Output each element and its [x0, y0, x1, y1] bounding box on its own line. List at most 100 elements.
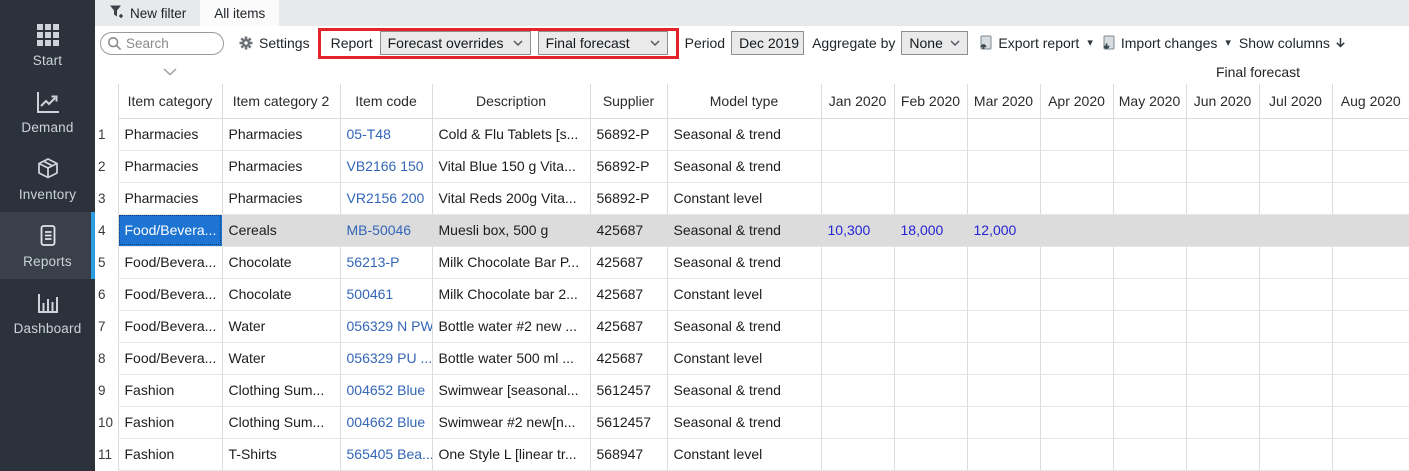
cell-item-category-2[interactable]: Clothing Sum...: [221, 374, 340, 407]
cell-item-code-link[interactable]: 004652 Blue: [339, 374, 432, 407]
cell-month-value[interactable]: [1039, 310, 1113, 343]
cell-month-value[interactable]: 18,000: [893, 214, 967, 247]
row-number[interactable]: 1: [98, 126, 106, 142]
cell-model-type[interactable]: Seasonal & trend: [666, 214, 821, 247]
cell-month-value[interactable]: [1039, 150, 1113, 183]
cell-month-value[interactable]: [893, 246, 967, 279]
column-header-description[interactable]: Description: [431, 84, 590, 119]
cell-month-value[interactable]: [893, 310, 967, 343]
cell-item-code-link[interactable]: VB2166 150: [339, 150, 432, 183]
cell-month-value[interactable]: [1258, 342, 1332, 375]
cell-item-code-link[interactable]: 056329 PU ...: [339, 342, 432, 375]
cell-month-value[interactable]: [1039, 214, 1113, 247]
cell-month-value[interactable]: [1039, 182, 1113, 215]
cell-item-category[interactable]: Food/Bevera...: [117, 246, 222, 279]
cell-item-category-2[interactable]: Chocolate: [221, 278, 340, 311]
cell-month-value[interactable]: [893, 342, 967, 375]
cell-month-value[interactable]: [1185, 278, 1259, 311]
cell-supplier[interactable]: 56892-P: [589, 150, 667, 183]
cell-month-value[interactable]: [1258, 406, 1332, 439]
cell-description[interactable]: One Style L [linear tr...: [431, 438, 590, 471]
row-number[interactable]: 9: [98, 382, 106, 398]
cell-month-value[interactable]: [1185, 406, 1259, 439]
cell-month-value[interactable]: [966, 438, 1040, 471]
cell-month-value[interactable]: [1258, 374, 1332, 407]
cell-month-value[interactable]: [1185, 310, 1259, 343]
cell-supplier[interactable]: 425687: [589, 214, 667, 247]
cell-month-value[interactable]: [820, 374, 894, 407]
column-header-supplier[interactable]: Supplier: [589, 84, 667, 119]
cell-item-category[interactable]: Pharmacies: [117, 182, 222, 215]
column-header-month[interactable]: Jun 2020: [1185, 84, 1259, 119]
cell-model-type[interactable]: Constant level: [666, 278, 821, 311]
search-input[interactable]: [100, 31, 224, 55]
cell-month-value[interactable]: [1112, 118, 1186, 151]
cell-item-category-2[interactable]: Pharmacies: [221, 182, 340, 215]
cell-item-category[interactable]: Food/Bevera...: [117, 342, 222, 375]
report-view-select[interactable]: Final forecast: [537, 31, 668, 55]
cell-month-value[interactable]: [1185, 182, 1259, 215]
cell-description[interactable]: Bottle water 500 ml ...: [431, 342, 590, 375]
cell-month-value[interactable]: [1258, 438, 1332, 471]
cell-month-value[interactable]: [1331, 438, 1409, 471]
cell-month-value[interactable]: [1185, 374, 1259, 407]
column-header-item-code[interactable]: Item code: [339, 84, 432, 119]
cell-month-value[interactable]: [1331, 342, 1409, 375]
cell-item-code-link[interactable]: 565405 Bea...: [339, 438, 432, 471]
cell-supplier[interactable]: 5612457: [589, 406, 667, 439]
cell-item-code-link[interactable]: 500461: [339, 278, 432, 311]
cell-month-value[interactable]: [966, 310, 1040, 343]
row-number[interactable]: 6: [98, 286, 106, 302]
cell-month-value[interactable]: 10,300: [820, 214, 894, 247]
cell-month-value[interactable]: [1112, 310, 1186, 343]
column-sort-chevron-icon[interactable]: [163, 63, 177, 79]
column-header-month[interactable]: Jan 2020: [820, 84, 894, 119]
cell-item-category-2[interactable]: Water: [221, 310, 340, 343]
column-header-month[interactable]: Jul 2020: [1258, 84, 1332, 119]
cell-month-value[interactable]: [893, 150, 967, 183]
cell-model-type[interactable]: Seasonal & trend: [666, 118, 821, 151]
cell-item-category-2[interactable]: Chocolate: [221, 246, 340, 279]
cell-month-value[interactable]: [1112, 406, 1186, 439]
cell-month-value[interactable]: [820, 342, 894, 375]
cell-description[interactable]: Vital Blue 150 g Vita...: [431, 150, 590, 183]
row-number[interactable]: 2: [98, 158, 106, 174]
cell-month-value[interactable]: [1112, 278, 1186, 311]
cell-model-type[interactable]: Seasonal & trend: [666, 310, 821, 343]
cell-month-value[interactable]: [1039, 278, 1113, 311]
cell-item-code-link[interactable]: MB-50046: [339, 214, 432, 247]
sidebar-item-dashboard[interactable]: Dashboard: [0, 279, 95, 346]
sidebar-item-reports[interactable]: Reports: [0, 212, 95, 279]
cell-month-value[interactable]: [1331, 182, 1409, 215]
cell-month-value[interactable]: [1112, 182, 1186, 215]
cell-supplier[interactable]: 425687: [589, 246, 667, 279]
cell-month-value[interactable]: [1331, 214, 1409, 247]
cell-month-value[interactable]: 12,000: [966, 214, 1040, 247]
cell-month-value[interactable]: [893, 182, 967, 215]
cell-month-value[interactable]: [1039, 374, 1113, 407]
cell-month-value[interactable]: [1185, 246, 1259, 279]
cell-supplier[interactable]: 5612457: [589, 374, 667, 407]
cell-month-value[interactable]: [1258, 118, 1332, 151]
cell-item-category[interactable]: Pharmacies: [117, 118, 222, 151]
cell-item-category[interactable]: Food/Bevera...: [117, 214, 222, 247]
cell-item-category[interactable]: Fashion: [117, 438, 222, 471]
column-header-item-category[interactable]: Item category: [117, 84, 222, 119]
cell-month-value[interactable]: [820, 118, 894, 151]
cell-supplier[interactable]: 425687: [589, 342, 667, 375]
cell-month-value[interactable]: [893, 374, 967, 407]
cell-month-value[interactable]: [966, 182, 1040, 215]
cell-month-value[interactable]: [966, 374, 1040, 407]
cell-month-value[interactable]: [966, 118, 1040, 151]
cell-item-category-2[interactable]: T-Shirts: [221, 438, 340, 471]
cell-description[interactable]: Muesli box, 500 g: [431, 214, 590, 247]
cell-month-value[interactable]: [1112, 150, 1186, 183]
cell-month-value[interactable]: [1258, 246, 1332, 279]
cell-month-value[interactable]: [1331, 374, 1409, 407]
column-header-month[interactable]: May 2020: [1112, 84, 1186, 119]
cell-model-type[interactable]: Seasonal & trend: [666, 150, 821, 183]
cell-item-code-link[interactable]: 056329 N PW: [339, 310, 432, 343]
cell-month-value[interactable]: [1331, 310, 1409, 343]
cell-month-value[interactable]: [820, 278, 894, 311]
cell-description[interactable]: Swimwear [seasonal...: [431, 374, 590, 407]
